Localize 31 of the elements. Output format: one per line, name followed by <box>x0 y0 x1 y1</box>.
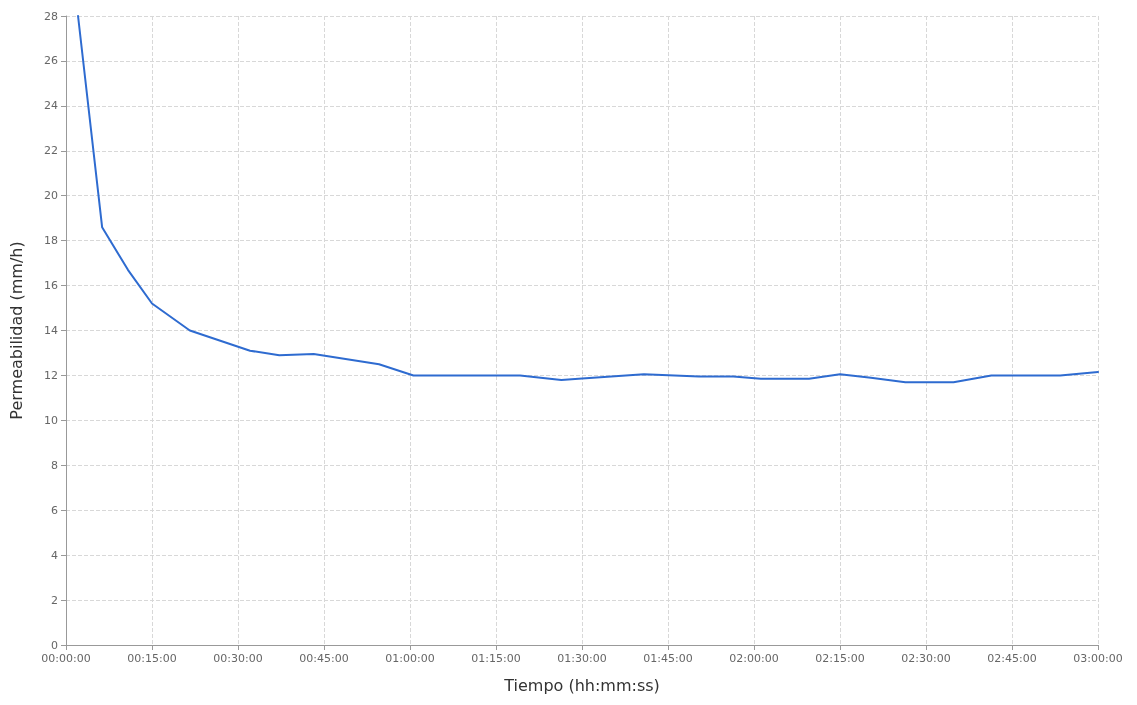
y-tick-label: 14 <box>44 324 58 337</box>
x-tick-label: 00:45:00 <box>299 652 349 665</box>
y-tick-label: 24 <box>44 99 58 113</box>
x-tick-label: 02:45:00 <box>987 652 1037 665</box>
x-tick-label: 02:15:00 <box>815 652 865 665</box>
y-tick-label: 6 <box>51 503 58 517</box>
x-axis-title: Tiempo (hh:mm:ss) <box>503 675 660 695</box>
y-tick-label: 16 <box>44 279 58 293</box>
y-tick-label: 8 <box>51 458 58 472</box>
y-tick-label: 22 <box>44 144 58 158</box>
y-tick-label: 0 <box>51 638 58 652</box>
x-tick-label: 01:00:00 <box>385 652 435 665</box>
y-tick-label: 26 <box>44 54 58 68</box>
y-tick-label: 2 <box>51 593 58 607</box>
x-tick-label: 00:30:00 <box>213 652 263 665</box>
x-tick-label: 01:45:00 <box>643 652 693 665</box>
y-tick-label: 20 <box>44 189 58 203</box>
line-series <box>77 15 1099 384</box>
y-tick-label: 10 <box>44 413 58 427</box>
y-tick-label: 18 <box>44 234 58 248</box>
y-axis-title: Permeabilidad (mm/h) <box>6 241 26 420</box>
x-tick-label: 03:00:00 <box>1073 652 1123 665</box>
x-tick-label: 01:15:00 <box>471 652 521 665</box>
x-tick-label: 02:30:00 <box>901 652 951 665</box>
x-tick-label: 02:00:00 <box>729 652 779 665</box>
x-tick-label: 00:15:00 <box>127 652 177 665</box>
y-tick-label: 12 <box>44 368 58 382</box>
y-tick-label: 4 <box>51 548 58 562</box>
x-tick-label: 01:30:00 <box>557 652 607 665</box>
x-tick-label: 00:00:00 <box>41 652 91 665</box>
y-tick-label: 28 <box>44 9 58 23</box>
